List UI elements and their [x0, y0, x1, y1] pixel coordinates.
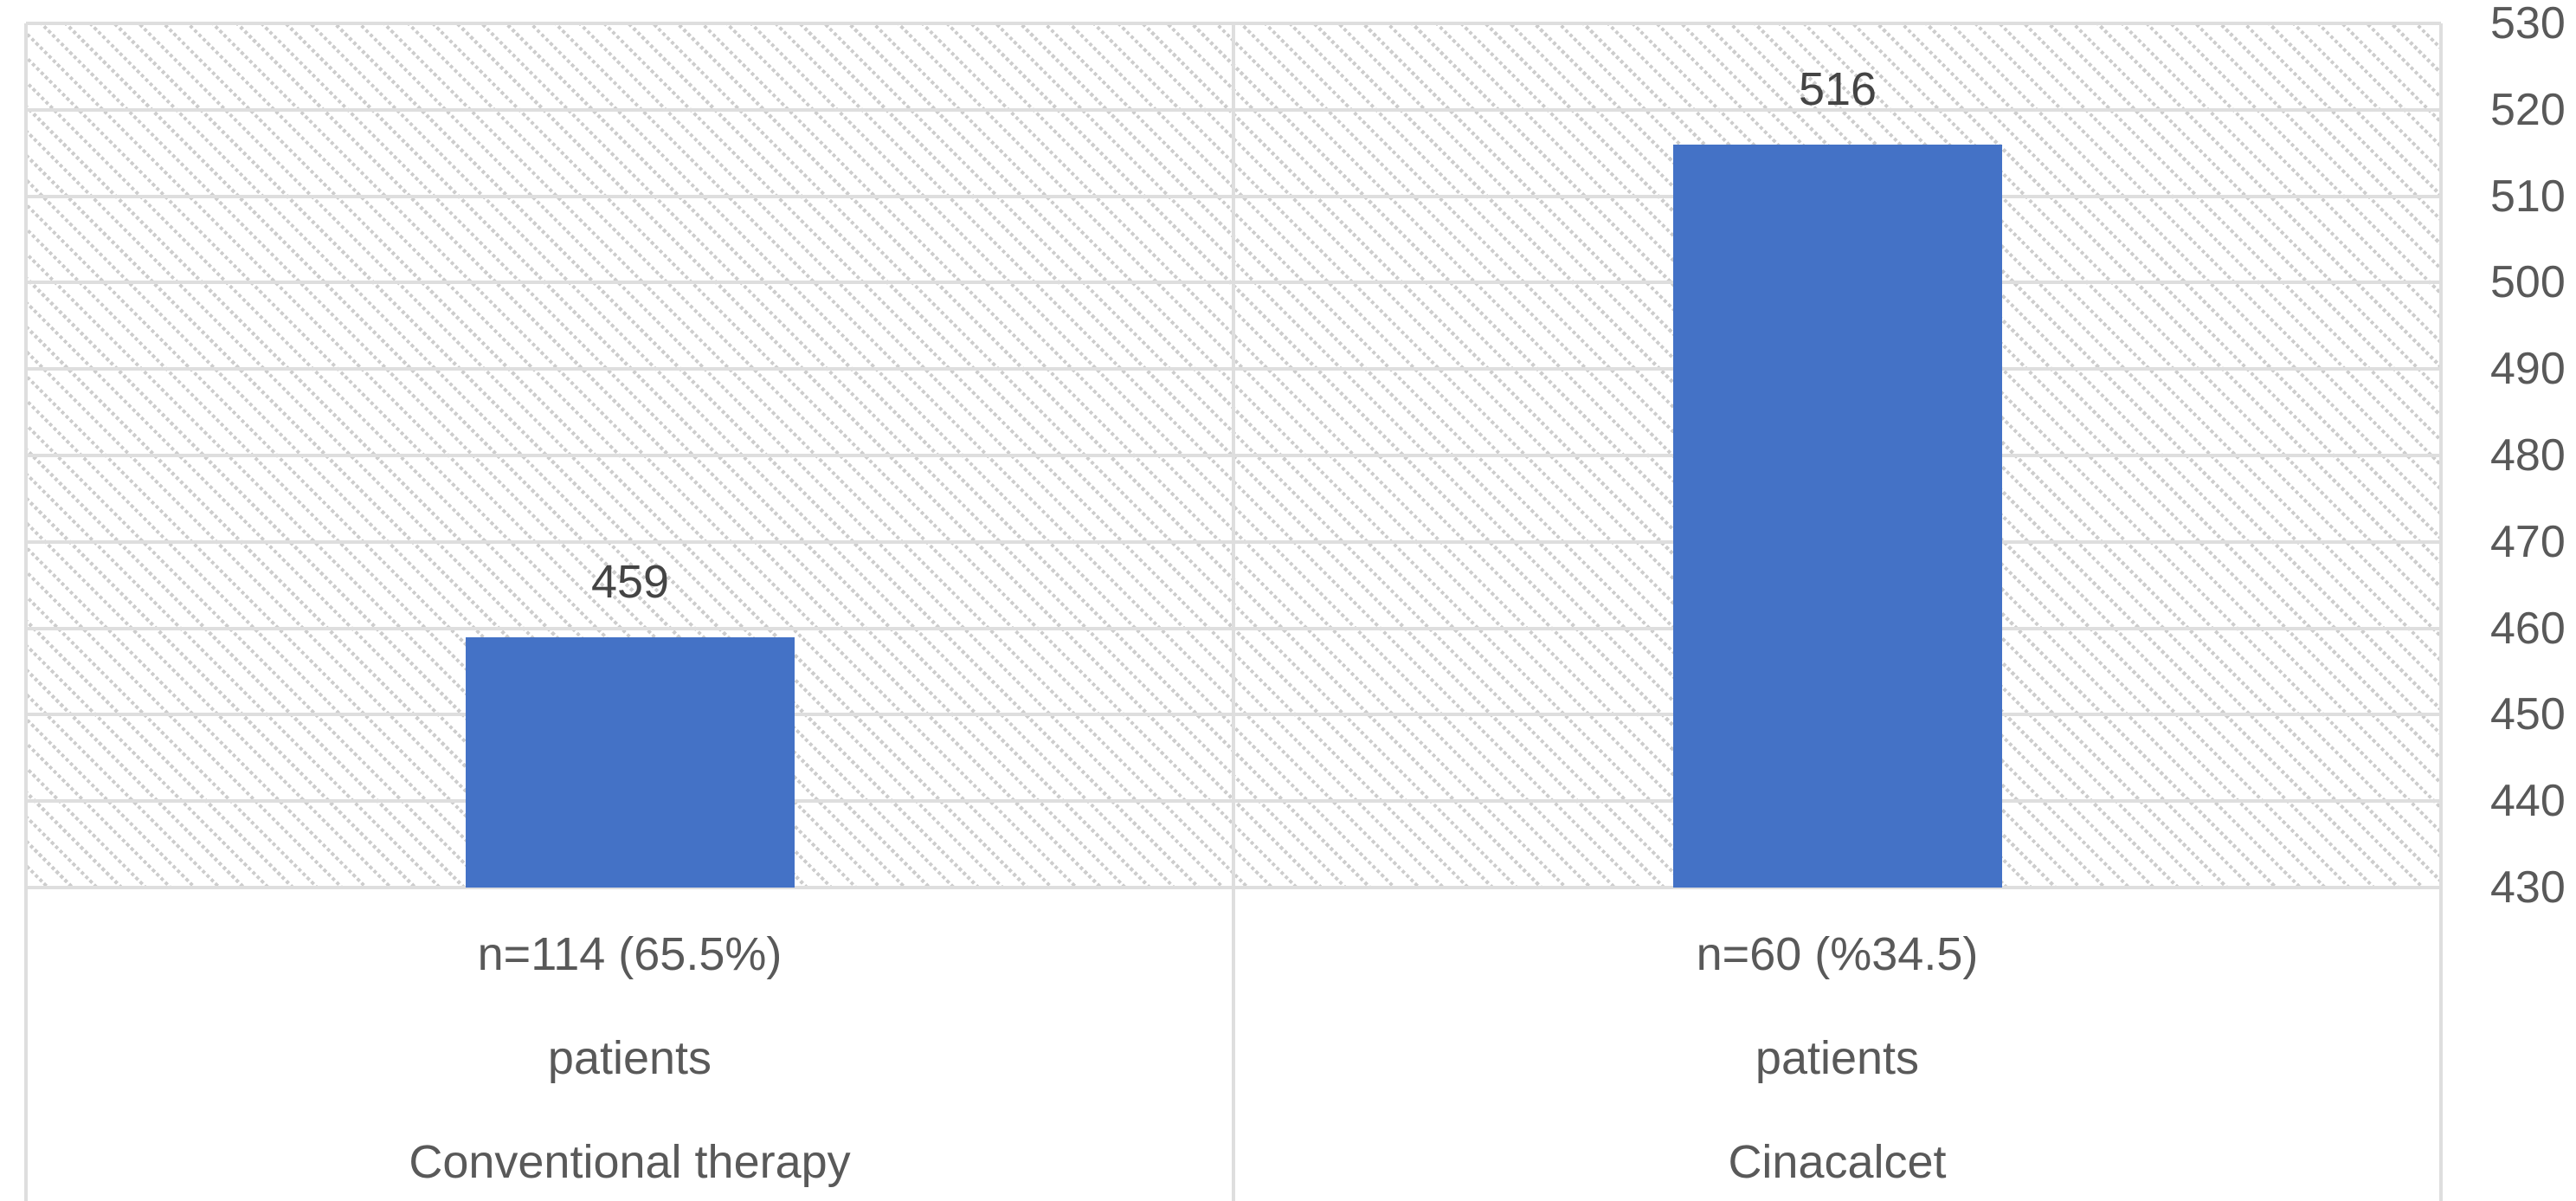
- category-label-line: patients: [547, 1032, 712, 1084]
- category-label-line: patients: [1755, 1032, 1920, 1084]
- category-label-line: n=114 (65.5%): [477, 928, 782, 980]
- y-axis-tick-label: 460: [2490, 604, 2566, 654]
- y-axis-tick-label: 500: [2490, 257, 2566, 307]
- y-axis-tick-label: 480: [2490, 430, 2566, 481]
- category-label-line: Conventional therapy: [409, 1136, 851, 1188]
- bar: [466, 637, 795, 888]
- category-divider-line: [1232, 23, 1235, 1201]
- category-divider-line: [24, 23, 28, 1201]
- category-label-cell: n=60 (%34.5) patients Cinacalcet: [1233, 928, 2441, 1201]
- y-axis-tick-label: 470: [2490, 517, 2566, 567]
- bar-data-label: 516: [1798, 63, 1877, 115]
- y-axis-tick-label: 430: [2490, 862, 2566, 913]
- y-axis-tick-label: 530: [2490, 0, 2566, 48]
- y-axis-tick-label: 490: [2490, 344, 2566, 394]
- category-label-line: Cinacalcet: [1728, 1136, 1947, 1188]
- y-axis-tick-label: 510: [2490, 171, 2566, 222]
- bar: [1673, 145, 2002, 888]
- bar-data-label: 459: [590, 556, 670, 608]
- y-axis-tick-label: 520: [2490, 85, 2566, 135]
- y-axis-tick-label: 440: [2490, 776, 2566, 826]
- y-axis-tick-label: 450: [2490, 689, 2566, 739]
- category-label-cell: n=114 (65.5%) patients Conventional therap…: [26, 928, 1233, 1201]
- category-divider-line: [2439, 23, 2443, 1201]
- category-label-line: n=60 (%34.5): [1696, 928, 1979, 980]
